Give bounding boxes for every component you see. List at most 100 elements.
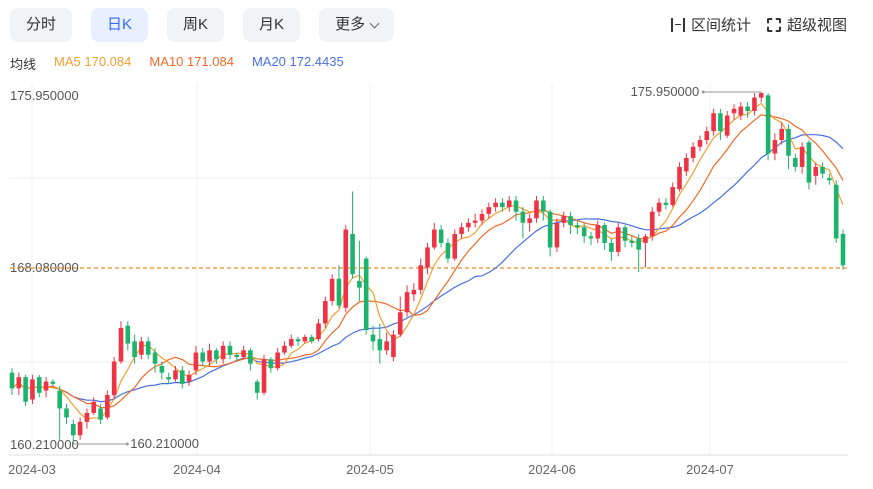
ma20-line [11, 134, 844, 403]
tab-intraday[interactable]: 分时 [10, 8, 73, 42]
candle [806, 140, 812, 190]
super-view-button[interactable]: 超级视图 [766, 14, 847, 35]
candle [336, 265, 342, 308]
candle [799, 142, 805, 174]
candle-body [779, 128, 784, 141]
candle [697, 135, 703, 152]
candle [384, 332, 389, 355]
candle [111, 357, 117, 400]
candle [731, 104, 737, 120]
candle [445, 238, 451, 264]
candle-body [445, 242, 451, 259]
candle-body [384, 341, 389, 351]
candle [840, 229, 846, 270]
candle [36, 374, 42, 398]
candle [690, 142, 696, 163]
candle-body [704, 131, 710, 141]
candle-body [288, 339, 294, 346]
candle-body [323, 301, 328, 324]
super-view-label: 超级视图 [786, 17, 847, 34]
candle [724, 111, 730, 138]
candle-body [786, 128, 791, 156]
tab-intraday-label: 分时 [26, 16, 57, 33]
candle [615, 222, 621, 257]
candle-body [282, 345, 287, 353]
candle-body [363, 258, 369, 331]
x-tick-label: 2024-04 [173, 462, 221, 477]
candle-body [370, 334, 376, 342]
candle-body [588, 236, 594, 239]
range-stats-button[interactable]: 区间统计 [670, 14, 751, 35]
candle-body [745, 106, 750, 112]
candle-body [629, 240, 635, 243]
candle [350, 191, 355, 279]
candle [554, 218, 560, 252]
candle-body [684, 157, 689, 172]
candle [765, 93, 771, 161]
candle-body [105, 395, 110, 418]
candle [248, 348, 253, 371]
tab-weekly-k[interactable]: 周K [167, 8, 225, 42]
candle-body [438, 229, 444, 243]
candle-body [166, 377, 171, 380]
tab-daily-k[interactable]: 日K [91, 8, 149, 42]
candle-body [649, 211, 655, 237]
candle [302, 334, 308, 344]
candle [738, 102, 744, 120]
candle [711, 108, 716, 136]
candle-body [765, 95, 771, 154]
candle [520, 207, 526, 239]
candle [43, 377, 49, 398]
tab-more-dropdown[interactable]: 更多 [319, 8, 395, 42]
candle-body [636, 238, 641, 250]
candle-body [350, 234, 355, 275]
tab-monthly-k[interactable]: 月K [243, 8, 301, 42]
candle [71, 419, 76, 445]
candle [323, 296, 328, 328]
min-marker-label: 160.210000 [130, 436, 199, 451]
candle-body [758, 93, 764, 98]
candle-body [711, 113, 716, 132]
ma20-legend: MA20 172.4435 [251, 54, 344, 69]
candle-body [799, 146, 805, 167]
candle [670, 182, 676, 208]
candle [466, 218, 471, 232]
candle [493, 198, 498, 212]
candle-body [336, 278, 342, 306]
candle-body [261, 359, 267, 393]
candle-body [752, 97, 757, 112]
candle [220, 341, 226, 364]
candle-body [534, 200, 539, 219]
candle-body [248, 350, 253, 364]
candle [677, 162, 682, 192]
candle [595, 220, 601, 243]
candle-body [472, 220, 478, 223]
candle-body [227, 345, 233, 355]
candle [752, 93, 757, 116]
candle-body [677, 166, 682, 190]
ma5-legend: MA5 170.084 [54, 54, 132, 69]
candle [827, 173, 832, 185]
candle-body [493, 202, 498, 208]
candle [23, 374, 28, 407]
x-tick-label: 2024-03 [8, 462, 56, 477]
candle [643, 234, 648, 268]
candle [793, 153, 798, 172]
candle-body [500, 202, 505, 208]
candle-body [425, 247, 430, 268]
candle-body [179, 370, 185, 384]
candle-body [268, 359, 274, 369]
candle-body [833, 184, 839, 239]
tab-monthly-k-label: 月K [259, 16, 285, 33]
x-tick-label: 2024-05 [346, 462, 394, 477]
candle-body [554, 222, 560, 248]
candle [234, 352, 240, 362]
min-marker-dot [125, 442, 129, 446]
candle [261, 354, 267, 396]
max-marker-label: 175.950000 [631, 84, 700, 99]
candle-body [186, 374, 192, 382]
candle-body [432, 229, 437, 248]
candle [275, 348, 280, 371]
candle-body [23, 377, 28, 402]
